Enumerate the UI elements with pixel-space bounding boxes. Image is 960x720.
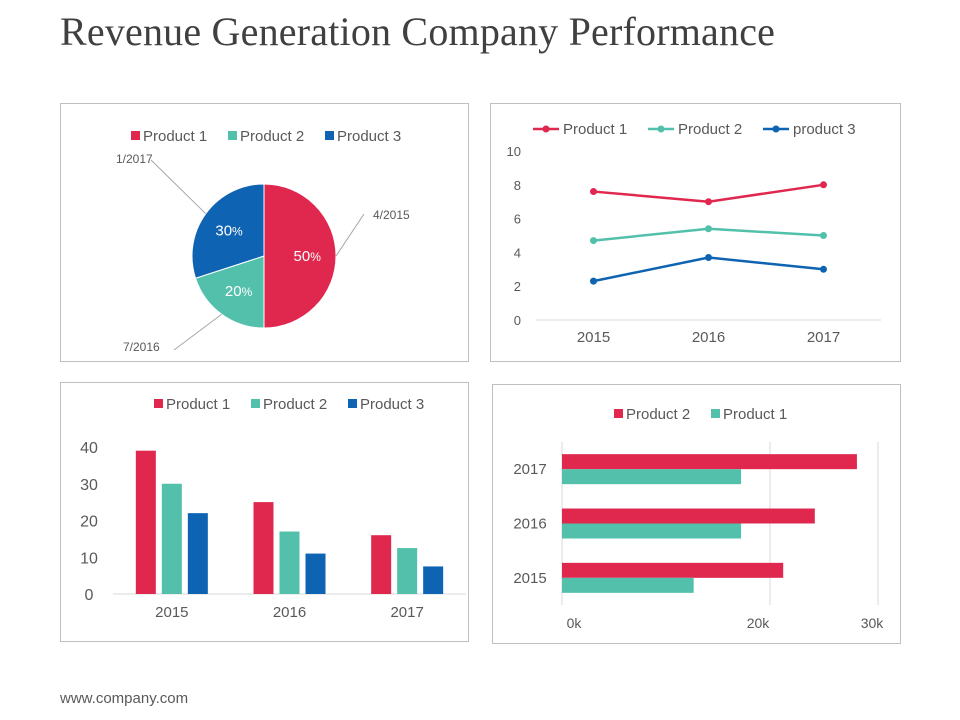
x-tick-label: 30k <box>861 615 885 631</box>
legend-label: Product 1 <box>723 406 787 423</box>
x-tick-label: 2016 <box>273 604 306 621</box>
x-tick-label: 0k <box>567 615 583 631</box>
bar <box>161 483 182 594</box>
legend-label: Product 2 <box>626 406 690 423</box>
x-tick-label: 2015 <box>155 604 188 621</box>
bar-chart-panel: Product 2 Product 1 0k 20k 30k 2017 2016 2015 <box>492 384 901 644</box>
legend-dot-marker <box>542 125 550 133</box>
data-point <box>590 277 597 285</box>
pie-callout-label: 1/2017 <box>116 152 153 166</box>
column-chart-panel: Product 1 Product 2 Product 3 0 10 20 30 40 2015… <box>60 382 469 642</box>
legend-label: Product 3 <box>337 128 401 145</box>
data-point <box>705 225 712 233</box>
legend-dot-marker <box>772 125 780 133</box>
pie-callout-label: 4/2015 <box>373 208 410 222</box>
data-point <box>590 188 597 196</box>
data-point <box>705 198 712 206</box>
x-tick-label: 2015 <box>577 329 610 346</box>
y-tick-label: 2016 <box>513 516 546 533</box>
pie-leader-line <box>173 313 222 351</box>
legend-swatch <box>325 131 334 140</box>
pie-chart-panel: Product 1 Product 2 Product 3 50% 4/2015 20% 7… <box>60 103 469 362</box>
data-point <box>820 232 827 239</box>
bar <box>562 508 815 524</box>
y-tick-label: 10 <box>507 144 521 159</box>
bar <box>371 535 392 594</box>
line-chart: Product 1 Product 2 product 3 0 2 4 6 8 10 2015 20… <box>507 121 881 346</box>
y-tick-label: 2017 <box>513 461 546 478</box>
x-tick-label: 2017 <box>807 329 840 346</box>
bar <box>135 450 156 594</box>
legend-swatch <box>614 409 623 418</box>
pie-data-label: 30% <box>215 223 243 240</box>
legend-label: Product 3 <box>360 396 424 413</box>
y-tick-label: 2 <box>514 279 521 294</box>
bar <box>187 513 208 594</box>
y-tick-label: 2015 <box>513 570 546 587</box>
bar <box>562 523 742 539</box>
legend-label: Product 1 <box>563 121 627 138</box>
y-tick-label: 0 <box>85 587 94 604</box>
bar <box>423 566 444 594</box>
x-tick-label: 2017 <box>390 604 423 621</box>
x-tick-label: 2016 <box>692 329 725 346</box>
y-tick-label: 0 <box>514 313 521 328</box>
legend-label: Product 2 <box>263 396 327 413</box>
bar <box>305 553 326 594</box>
legend-swatch <box>154 399 163 408</box>
legend-label: Product 1 <box>166 396 230 413</box>
legend-swatch <box>251 399 260 408</box>
bar <box>253 502 274 594</box>
series-line <box>593 256 824 283</box>
pie-data-label: 20% <box>225 283 253 300</box>
pie-slice <box>194 255 265 329</box>
y-tick-label: 10 <box>80 550 98 567</box>
y-tick-label: 30 <box>80 477 98 494</box>
legend-label: Product 2 <box>240 128 304 145</box>
y-tick-label: 4 <box>514 245 521 260</box>
pie-chart: Product 1 Product 2 Product 3 50% 4/2015 20% 7… <box>116 128 410 354</box>
data-point <box>820 181 827 189</box>
page-title: Revenue Generation Company Performance <box>60 9 776 54</box>
column-chart: Product 1 Product 2 Product 3 0 10 20 30 40 2015… <box>80 396 466 621</box>
pie-slice <box>191 183 265 279</box>
y-tick-label: 40 <box>80 440 98 457</box>
pie-leader-line <box>150 159 207 215</box>
pie-leader-line <box>335 213 365 257</box>
pie-data-label: 50% <box>294 248 322 265</box>
bar <box>397 548 418 594</box>
legend-swatch <box>348 399 357 408</box>
line-chart-panel: Product 1 Product 2 product 3 0 2 4 6 8 10 2015 20… <box>490 103 901 362</box>
bar <box>562 577 694 593</box>
legend-label: Product 1 <box>143 128 207 145</box>
bar <box>562 469 742 485</box>
data-point <box>705 253 712 261</box>
pie-callout-label: 7/2016 <box>123 340 160 354</box>
bar <box>279 531 300 594</box>
legend-swatch <box>228 131 237 140</box>
bar <box>562 562 784 578</box>
legend-label: Product 2 <box>678 121 742 138</box>
footer-url: www.company.com <box>60 690 189 707</box>
data-point <box>820 265 827 273</box>
legend-swatch <box>131 131 140 140</box>
legend-label: product 3 <box>793 121 856 138</box>
y-tick-label: 8 <box>514 178 521 193</box>
x-tick-label: 20k <box>747 615 771 631</box>
legend-dot-marker <box>657 125 665 133</box>
y-tick-label: 6 <box>514 212 521 227</box>
legend-swatch <box>711 409 720 418</box>
data-point <box>590 237 597 245</box>
y-tick-label: 20 <box>80 514 98 531</box>
bar-chart: Product 2 Product 1 0k 20k 30k 2017 2016 2015 <box>513 406 885 631</box>
bar <box>562 454 857 470</box>
